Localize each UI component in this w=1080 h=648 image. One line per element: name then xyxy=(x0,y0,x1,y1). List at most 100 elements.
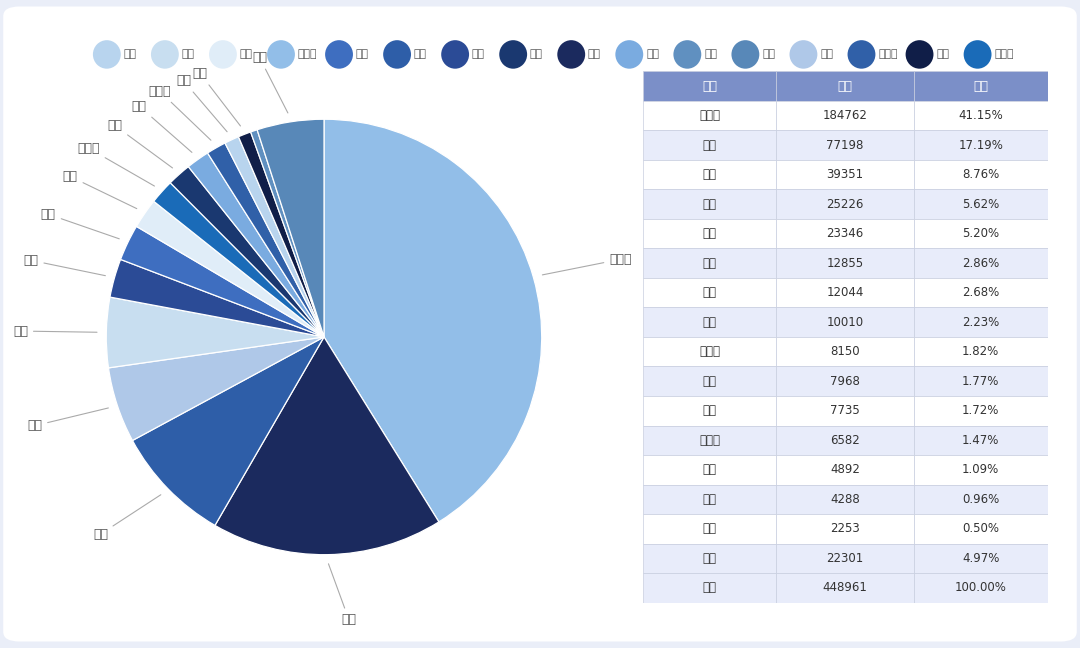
Text: 比亚迪: 比亚迪 xyxy=(699,109,720,122)
Bar xyxy=(643,278,777,307)
Text: 1.72%: 1.72% xyxy=(962,404,999,417)
Text: 100.00%: 100.00% xyxy=(955,581,1007,594)
Bar xyxy=(914,514,1048,544)
Text: 腾势: 腾势 xyxy=(702,493,716,506)
Text: 奥迪: 奥迪 xyxy=(176,74,227,132)
Text: 77198: 77198 xyxy=(826,139,864,152)
Wedge shape xyxy=(188,153,324,337)
Text: 比亚迪: 比亚迪 xyxy=(298,49,318,60)
Text: 企业: 企业 xyxy=(702,80,717,93)
Text: 0.96%: 0.96% xyxy=(962,493,999,506)
Bar xyxy=(643,544,777,573)
Ellipse shape xyxy=(557,40,585,69)
Text: 25226: 25226 xyxy=(826,198,864,211)
Text: 41.15%: 41.15% xyxy=(958,109,1003,122)
Text: 荣威: 荣威 xyxy=(27,408,108,432)
Text: 名爵: 名爵 xyxy=(704,49,717,60)
Text: 1.77%: 1.77% xyxy=(962,375,999,388)
Text: 别克: 别克 xyxy=(355,49,368,60)
Ellipse shape xyxy=(674,40,701,69)
Text: 赛力斯: 赛力斯 xyxy=(699,434,720,446)
Ellipse shape xyxy=(325,40,353,69)
Text: 丰田: 丰田 xyxy=(702,257,716,270)
Text: 奥迪: 奥迪 xyxy=(123,49,136,60)
Text: 2.86%: 2.86% xyxy=(962,257,999,270)
Bar xyxy=(777,219,914,248)
Text: 7735: 7735 xyxy=(831,404,860,417)
Bar xyxy=(914,248,1048,278)
Bar xyxy=(643,189,777,219)
Bar xyxy=(914,71,1048,101)
Bar xyxy=(914,307,1048,337)
Text: 大众: 大众 xyxy=(414,49,427,60)
Text: 宝马: 宝马 xyxy=(702,227,716,240)
Text: 4288: 4288 xyxy=(831,493,860,506)
Text: 本田: 本田 xyxy=(63,170,137,209)
Text: 合计: 合计 xyxy=(702,581,716,594)
Text: 大众: 大众 xyxy=(702,168,716,181)
Wedge shape xyxy=(110,259,324,337)
Bar xyxy=(914,337,1048,367)
Text: 5.20%: 5.20% xyxy=(962,227,999,240)
Text: 丰田: 丰田 xyxy=(472,49,485,60)
Text: 荣威: 荣威 xyxy=(820,49,833,60)
Text: 184762: 184762 xyxy=(823,109,867,122)
Text: 448961: 448961 xyxy=(823,581,867,594)
Wedge shape xyxy=(136,202,324,337)
Ellipse shape xyxy=(963,40,991,69)
Text: 吉利: 吉利 xyxy=(530,49,543,60)
Bar xyxy=(643,307,777,337)
Ellipse shape xyxy=(93,40,121,69)
Bar xyxy=(914,544,1048,573)
Text: 领克: 领克 xyxy=(646,49,659,60)
Text: 理想: 理想 xyxy=(328,564,356,627)
Bar xyxy=(643,485,777,514)
Bar xyxy=(643,101,777,130)
Text: 沃尔沃: 沃尔沃 xyxy=(995,49,1014,60)
Bar xyxy=(777,189,914,219)
Text: 8150: 8150 xyxy=(831,345,860,358)
Text: 其他: 其他 xyxy=(762,49,775,60)
Bar xyxy=(914,130,1048,160)
Text: 其他: 其他 xyxy=(702,552,716,565)
Text: 沃尔沃: 沃尔沃 xyxy=(699,345,720,358)
Bar xyxy=(777,455,914,485)
Bar xyxy=(777,573,914,603)
Text: 2253: 2253 xyxy=(831,522,860,535)
Bar xyxy=(643,71,777,101)
Text: 总计: 总计 xyxy=(838,80,852,93)
Bar xyxy=(914,573,1048,603)
Ellipse shape xyxy=(906,40,933,69)
Text: 8.76%: 8.76% xyxy=(962,168,999,181)
Text: 赛力斯: 赛力斯 xyxy=(148,85,211,140)
Wedge shape xyxy=(215,337,438,555)
Text: 4.97%: 4.97% xyxy=(962,552,999,565)
Bar xyxy=(777,485,914,514)
Wedge shape xyxy=(153,183,324,337)
Text: 22301: 22301 xyxy=(826,552,864,565)
Text: 1.47%: 1.47% xyxy=(962,434,999,446)
Bar xyxy=(777,396,914,426)
Ellipse shape xyxy=(267,40,295,69)
Wedge shape xyxy=(207,143,324,337)
Text: 理想: 理想 xyxy=(588,49,600,60)
Bar xyxy=(914,219,1048,248)
Text: 10010: 10010 xyxy=(826,316,864,329)
Text: 占比: 占比 xyxy=(973,80,988,93)
Text: 赛力斯: 赛力斯 xyxy=(878,49,897,60)
Bar xyxy=(914,426,1048,455)
Bar xyxy=(914,160,1048,189)
Bar xyxy=(914,278,1048,307)
Bar xyxy=(777,514,914,544)
Text: 本田: 本田 xyxy=(240,49,253,60)
Wedge shape xyxy=(251,130,324,337)
Wedge shape xyxy=(324,119,542,522)
Bar xyxy=(777,160,914,189)
Text: 吉利: 吉利 xyxy=(108,119,173,168)
Text: 17.19%: 17.19% xyxy=(958,139,1003,152)
Wedge shape xyxy=(106,297,324,368)
Bar xyxy=(914,101,1048,130)
Bar xyxy=(777,248,914,278)
Bar xyxy=(643,367,777,396)
Text: 吉利: 吉利 xyxy=(702,375,716,388)
